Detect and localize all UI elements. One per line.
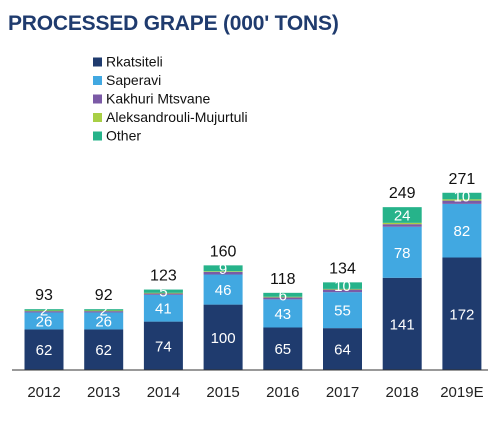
data-label: 2: [100, 302, 108, 319]
bar-segment: [203, 271, 243, 272]
bar-segment: [382, 222, 422, 225]
bar-segment: [203, 304, 243, 370]
legend-label: Other: [106, 128, 141, 144]
bar-segment: [263, 296, 303, 298]
data-label: 26: [95, 313, 112, 330]
bar-segment: [323, 292, 362, 329]
data-label: 5: [159, 284, 167, 301]
bar-segment: [263, 297, 303, 300]
data-label: 64: [334, 342, 351, 359]
data-label: 46: [215, 282, 232, 299]
bar-segment: [203, 271, 243, 275]
total-label: 118: [270, 271, 296, 288]
bar-segment: [143, 293, 183, 295]
bar-segment: [84, 312, 124, 330]
bar-segment: [84, 309, 124, 311]
data-label: 100: [211, 330, 236, 347]
bar-segment: [442, 203, 482, 258]
legend-label: Saperavi: [106, 72, 161, 88]
bar-segment: [24, 310, 64, 312]
total-label: 123: [150, 268, 177, 285]
bar-segment: [263, 292, 303, 297]
bars: 6226293622629274415123100469160654361186…: [24, 171, 482, 370]
legend-swatch: [93, 113, 102, 122]
bar-segment: [24, 309, 64, 311]
bar-segment: [203, 274, 243, 305]
bar-segment: [24, 329, 64, 370]
bar-segment: [382, 224, 422, 227]
data-label: 43: [274, 306, 291, 323]
bar-segment: [442, 200, 482, 204]
data-label: 10: [334, 278, 351, 295]
x-tick-labels: 2012 2013 2014 2015 2016 2017 2018 2019E: [27, 384, 483, 401]
data-label: 41: [155, 301, 172, 318]
bar-segment: [203, 265, 243, 272]
chart-title: PROCESSED GRAPE (000' TONS): [8, 12, 339, 35]
bar-segment: [263, 327, 303, 370]
bar-segment: [442, 192, 482, 200]
legend-swatch: [93, 94, 102, 104]
bar-segment: [143, 292, 183, 294]
x-tick-label: 2015: [206, 384, 239, 401]
legend-label: Rkatsiteli: [106, 54, 163, 70]
total-label: 134: [329, 260, 356, 277]
total-label: 93: [35, 287, 53, 304]
bar-segment: [143, 289, 183, 293]
legend-swatch: [93, 57, 102, 67]
x-tick-label: 2014: [147, 384, 180, 401]
bar-segment: [323, 328, 362, 370]
x-tick-label: 2013: [87, 384, 120, 401]
data-label: 62: [36, 342, 53, 359]
total-label: 249: [389, 185, 416, 202]
data-label: 172: [449, 306, 474, 323]
x-tick-label: 2012: [27, 384, 60, 401]
x-tick-label: 2016: [266, 384, 299, 401]
legend: Rkatsiteli Saperavi Kakhuri Mtsvane Aleksan…: [93, 54, 248, 144]
legend-swatch: [93, 76, 102, 85]
bar-segment: [84, 310, 124, 312]
bar-segment: [24, 311, 64, 313]
data-label: 82: [454, 223, 471, 240]
data-label: 9: [219, 261, 227, 278]
bar-segment: [323, 289, 362, 293]
x-tick-label: 2018: [386, 384, 419, 401]
data-label: 55: [334, 303, 351, 320]
data-label: 74: [155, 338, 172, 355]
bar-segment: [143, 294, 183, 322]
bar-segment: [442, 257, 482, 370]
data-label: 26: [36, 313, 53, 330]
legend-label: Aleksandrouli-Mujurtuli: [106, 109, 248, 125]
data-label: 141: [390, 316, 415, 333]
bar-segment: [323, 288, 362, 290]
bar-segment: [382, 207, 422, 223]
bar-segment: [143, 321, 183, 370]
bar-segment: [382, 277, 422, 370]
total-label: 92: [95, 287, 113, 304]
data-label: 24: [394, 208, 411, 225]
data-label: 62: [95, 342, 112, 359]
legend-swatch: [93, 131, 102, 141]
bar-segment: [263, 299, 303, 328]
bar-segment: [24, 312, 64, 330]
x-tick-label: 2019E: [440, 384, 483, 401]
bar-segment: [84, 311, 124, 313]
bar-segment: [442, 199, 482, 201]
data-label: 78: [394, 245, 411, 262]
bar-segment: [323, 282, 362, 289]
bar-segment: [84, 329, 124, 370]
data-label: 65: [274, 341, 291, 358]
total-label: 271: [449, 171, 476, 188]
total-label: 160: [210, 243, 237, 260]
data-label: 6: [279, 287, 287, 304]
x-tick-label: 2017: [326, 384, 359, 401]
legend-label: Kakhuri Mtsvane: [106, 91, 210, 107]
data-label: 10: [454, 189, 471, 206]
bar-segment: [382, 226, 422, 278]
data-label: 2: [40, 302, 48, 319]
